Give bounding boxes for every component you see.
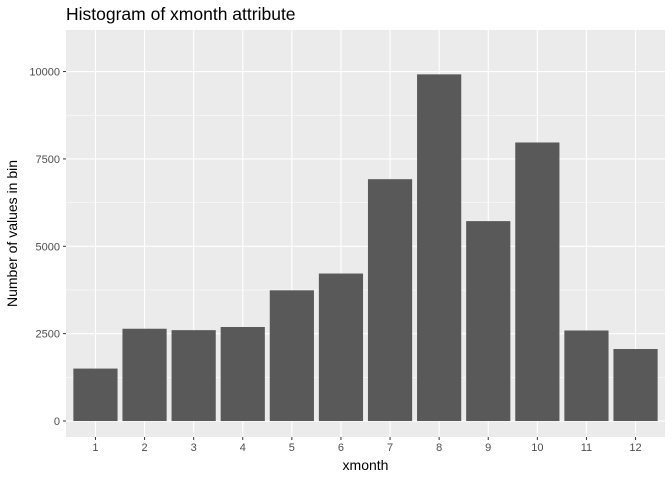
x-tick-label: 10 (531, 442, 543, 454)
y-tick-label: 10000 (29, 67, 60, 79)
bar-month-5 (269, 290, 314, 421)
bar-month-7 (367, 179, 413, 421)
chart-title: Histogram of xmonth attribute (66, 4, 296, 24)
x-tick-label: 2 (141, 442, 147, 454)
x-tick-label: 9 (485, 442, 491, 454)
y-tick-label: 0 (54, 416, 60, 428)
x-tick-label: 4 (240, 442, 246, 454)
y-axis-title: Number of values in bin (4, 160, 20, 307)
bar-month-6 (318, 273, 364, 421)
bar-month-1 (73, 368, 118, 421)
bar-month-10 (515, 142, 560, 421)
bar-month-12 (613, 349, 658, 421)
bar-month-9 (466, 221, 511, 421)
bar-month-11 (564, 330, 609, 421)
x-axis: 1 2 3 4 5 6 7 8 9 10 11 12 (92, 437, 642, 454)
x-tick-label: 11 (581, 442, 592, 454)
bar-month-4 (220, 326, 265, 421)
x-tick-label: 8 (436, 442, 442, 454)
bar-month-3 (171, 330, 216, 421)
bar-month-8 (417, 74, 462, 422)
x-tick-label: 12 (629, 442, 641, 454)
x-tick-label: 3 (191, 442, 197, 454)
x-tick-label: 5 (289, 442, 295, 454)
y-tick-label: 7500 (36, 154, 60, 166)
y-tick-label: 2500 (36, 329, 60, 341)
y-tick-label: 5000 (36, 241, 60, 253)
x-tick-label: 6 (338, 442, 344, 454)
x-axis-title: xmonth (343, 457, 389, 473)
bars (73, 74, 658, 422)
x-tick-label: 1 (92, 442, 98, 454)
y-axis: 0 2500 5000 7500 10000 (29, 67, 66, 428)
x-tick-label: 7 (387, 442, 393, 454)
bar-month-2 (122, 328, 167, 421)
